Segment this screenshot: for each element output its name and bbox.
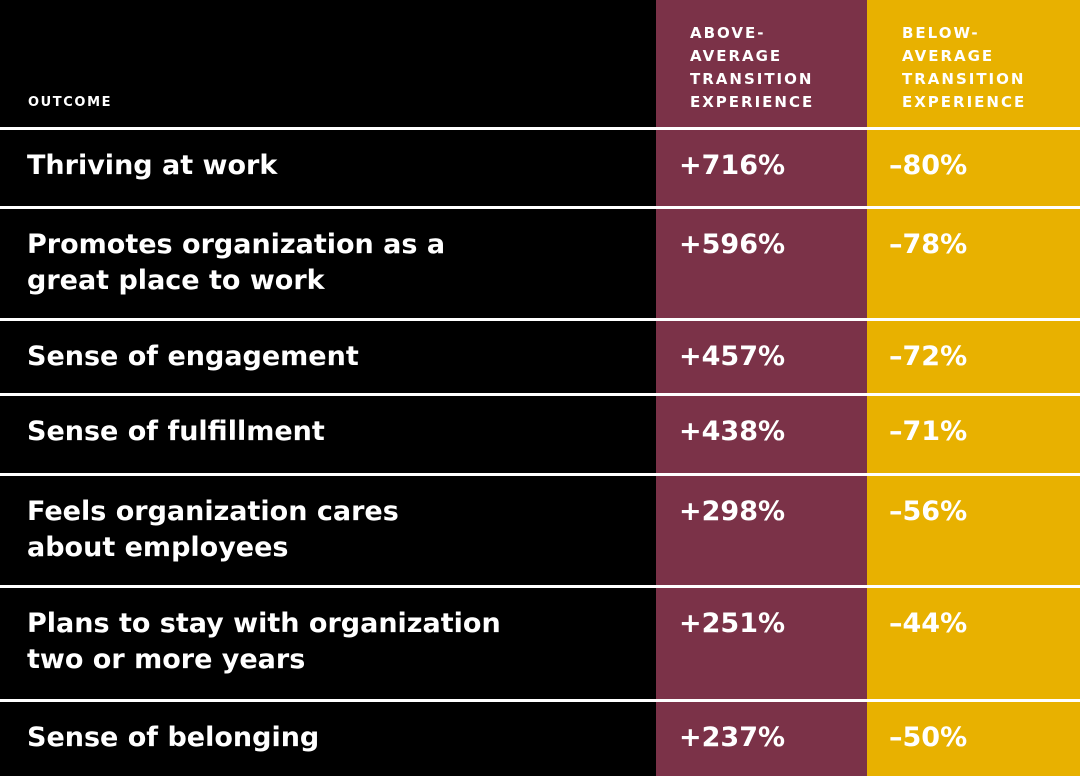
table-row: Sense of engagement +457% –72% bbox=[0, 319, 1080, 394]
below-average-column-header: BELOW- AVERAGE TRANSITION EXPERIENCE bbox=[902, 24, 1027, 111]
below-average-value: –78% bbox=[889, 229, 968, 260]
row-divider bbox=[0, 473, 1080, 476]
above-average-value: +251% bbox=[679, 608, 786, 639]
outcome-label: Feels organization cares about employees bbox=[27, 496, 399, 563]
table-row: Feels organization cares about employees… bbox=[0, 474, 1080, 586]
table-row: Promotes organization as a great place t… bbox=[0, 207, 1080, 319]
outcome-label: Plans to stay with organization two or m… bbox=[27, 608, 501, 675]
above-average-column-header: ABOVE- AVERAGE TRANSITION EXPERIENCE bbox=[690, 24, 815, 111]
row-divider bbox=[0, 206, 1080, 209]
table-row: Sense of belonging +237% –50% bbox=[0, 700, 1080, 776]
table-row: Plans to stay with organization two or m… bbox=[0, 586, 1080, 700]
table-header: OUTCOME ABOVE- AVERAGE TRANSITION EXPERI… bbox=[0, 0, 1080, 128]
below-average-value: –80% bbox=[889, 150, 968, 181]
outcome-column-header: OUTCOME bbox=[28, 95, 113, 110]
row-divider bbox=[0, 393, 1080, 396]
above-average-value: +237% bbox=[679, 722, 786, 753]
above-average-value: +457% bbox=[679, 341, 786, 372]
above-average-value: +596% bbox=[679, 229, 786, 260]
below-average-value: –50% bbox=[889, 722, 968, 753]
outcome-label: Promotes organization as a great place t… bbox=[27, 229, 446, 296]
outcome-label: Sense of engagement bbox=[27, 341, 359, 372]
row-divider bbox=[0, 585, 1080, 588]
row-divider bbox=[0, 127, 1080, 130]
outcome-label: Thriving at work bbox=[27, 150, 278, 181]
outcome-label: Sense of belonging bbox=[27, 722, 320, 753]
below-average-value: –56% bbox=[889, 496, 968, 527]
below-average-value: –44% bbox=[889, 608, 968, 639]
row-divider bbox=[0, 699, 1080, 702]
above-average-value: +438% bbox=[679, 416, 786, 447]
row-divider bbox=[0, 318, 1080, 321]
above-average-value: +716% bbox=[679, 150, 786, 181]
outcome-label: Sense of fulfillment bbox=[27, 416, 325, 447]
below-average-value: –71% bbox=[889, 416, 968, 447]
table-row: Thriving at work +716% –80% bbox=[0, 128, 1080, 207]
table-row: Sense of fulfillment +438% –71% bbox=[0, 394, 1080, 474]
below-average-value: –72% bbox=[889, 341, 968, 372]
above-average-value: +298% bbox=[679, 496, 786, 527]
